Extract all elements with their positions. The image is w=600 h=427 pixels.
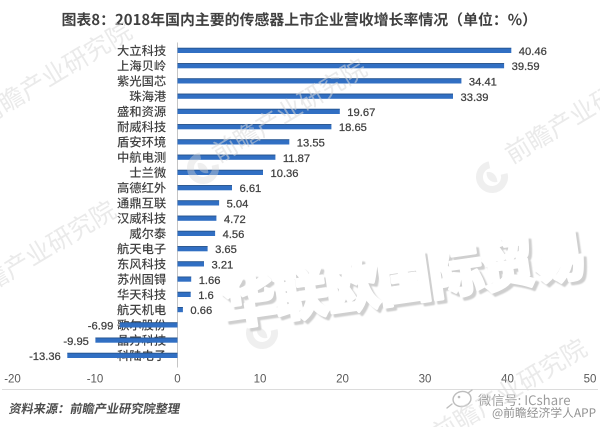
- svg-text:1.6: 1.6: [198, 290, 214, 302]
- svg-text:20: 20: [336, 373, 349, 385]
- svg-text:3.65: 3.65: [215, 244, 237, 256]
- svg-text:30: 30: [419, 373, 432, 385]
- svg-text:39.59: 39.59: [512, 61, 540, 73]
- svg-text:50: 50: [584, 373, 597, 385]
- svg-text:13.55: 13.55: [297, 138, 325, 150]
- svg-text:19.67: 19.67: [347, 107, 375, 119]
- svg-text:0.66: 0.66: [190, 305, 212, 317]
- svg-text:5.04: 5.04: [227, 199, 249, 211]
- svg-text:-10: -10: [87, 373, 104, 385]
- svg-text:11.87: 11.87: [283, 153, 310, 165]
- svg-text:4.56: 4.56: [223, 229, 245, 241]
- svg-text:3.21: 3.21: [212, 260, 234, 272]
- svg-text:33.39: 33.39: [461, 92, 489, 104]
- svg-text:6.61: 6.61: [240, 183, 262, 195]
- svg-text:0: 0: [174, 373, 180, 385]
- svg-text:-9.95: -9.95: [63, 336, 89, 348]
- svg-text:40: 40: [501, 373, 514, 385]
- svg-text:10.36: 10.36: [271, 168, 299, 180]
- svg-text:40.46: 40.46: [519, 46, 547, 58]
- svg-text:18.65: 18.65: [339, 122, 367, 134]
- svg-text:-6.99: -6.99: [88, 321, 114, 333]
- svg-text:-13.36: -13.36: [29, 351, 61, 363]
- svg-text:1.66: 1.66: [199, 275, 221, 287]
- svg-text:4.72: 4.72: [224, 214, 246, 226]
- svg-text:-20: -20: [4, 373, 21, 385]
- svg-text:10: 10: [254, 373, 267, 385]
- svg-text:34.41: 34.41: [469, 77, 497, 89]
